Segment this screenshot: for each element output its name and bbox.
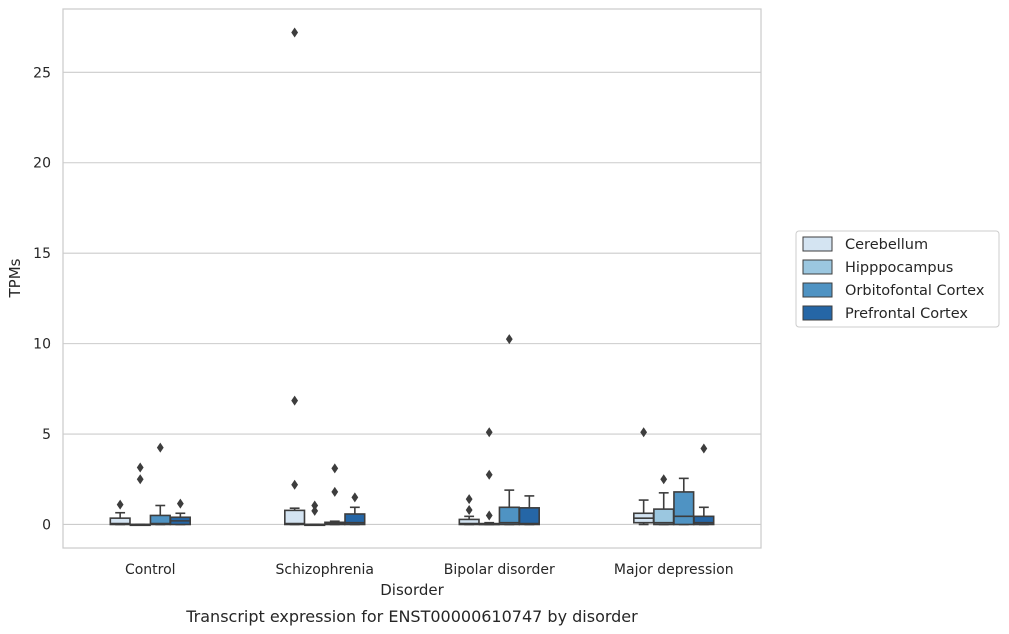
box-plot-series [109,27,715,527]
outlier-point [700,443,708,454]
y-axis-title: TPMs [6,258,24,298]
outlier-point [660,474,668,485]
x-axis-title: Disorder [380,581,444,599]
legend-label: Hipppocampus [845,260,953,276]
legend-swatch [802,259,833,275]
box-cerebellum-2 [458,494,480,526]
x-axis-ticks: Control Schizophrenia Bipolar disorder Majo… [125,562,734,578]
x-tick-label: Major depression [614,562,734,578]
box-body [344,513,366,526]
box-cerebellum-1 [284,27,306,526]
box-hipppocampus-2 [478,427,500,526]
outlier-point [291,395,299,406]
box-cerebellum-3 [633,427,655,526]
plot-frame [62,8,762,549]
outlier-point [311,500,319,511]
y-tick-label: 10 [33,337,51,353]
legend: Cerebellum Hipppocampus Orbitofontal Corte… [795,230,1000,328]
outlier-point [465,494,473,505]
outlier-point [156,442,164,453]
box-hipppocampus-1 [304,500,326,527]
outlier-point [116,499,124,510]
box-orbitofontal-cortex-3 [673,477,695,526]
legend-swatch [802,305,833,321]
outlier-point [485,510,493,521]
chart-caption: Transcript expression for ENST0000061074… [185,607,638,626]
outlier-point [351,492,359,503]
box-prefrontal-cortex-0 [169,498,191,526]
box-body [284,509,306,526]
y-axis-ticks: 0 5 10 15 20 25 [33,65,51,533]
legend-label: Orbitofontal Cortex [845,283,985,299]
box-orbitofontal-cortex-2 [498,334,520,526]
outlier-point [291,27,299,38]
box-body [109,517,131,526]
legend-frame [795,230,1000,328]
box-hipppocampus-0 [129,462,151,527]
box-cerebellum-0 [109,499,131,526]
outlier-point [485,469,493,480]
y-tick-label: 0 [42,517,51,533]
box-body [693,515,715,526]
y-tick-label: 20 [33,156,51,172]
outlier-point [311,505,319,516]
legend-label: Cerebellum [845,237,928,253]
x-tick-label: Schizophrenia [276,562,374,578]
grid-lines [63,71,761,526]
box-body [518,507,540,526]
box-body [673,491,695,526]
outlier-point [291,479,299,490]
box-prefrontal-cortex-2 [518,495,540,526]
outlier-point [176,498,184,509]
box-body [458,518,480,526]
x-tick-label: Bipolar disorder [444,562,555,578]
outlier-point [331,486,339,497]
box-orbitofontal-cortex-1 [324,463,346,526]
outlier-point [465,505,473,516]
outlier-point [331,463,339,474]
y-tick-label: 15 [33,246,51,262]
box-orbitofontal-cortex-0 [149,442,171,526]
outlier-point [136,474,144,485]
y-tick-label: 5 [42,427,51,443]
outlier-point [505,334,513,345]
y-tick-label: 25 [33,65,51,81]
x-tick-label: Control [125,562,176,578]
box-prefrontal-cortex-3 [693,443,715,526]
outlier-point [640,427,648,438]
box-hipppocampus-3 [653,474,675,526]
legend-swatch [802,282,833,298]
legend-label: Prefrontal Cortex [845,306,968,322]
outlier-point [136,462,144,473]
box-prefrontal-cortex-1 [344,492,366,526]
outlier-point [485,427,493,438]
legend-swatch [802,236,833,252]
